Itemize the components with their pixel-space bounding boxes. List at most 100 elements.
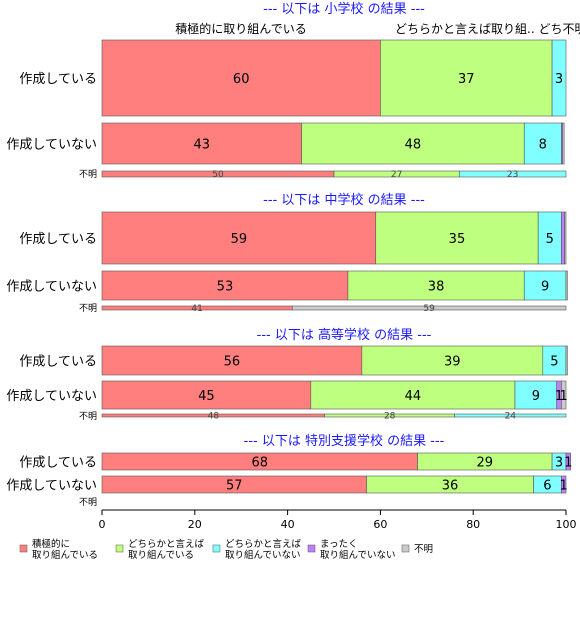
bar-segment <box>101 345 363 376</box>
bar-segment <box>291 305 567 311</box>
data-label: 45 <box>198 389 215 404</box>
data-label: 8 <box>539 138 547 153</box>
category-label: 作成している <box>19 355 97 370</box>
data-label: 59 <box>423 304 435 314</box>
x-tick-label: 20 <box>188 518 202 531</box>
bar-segment <box>561 380 567 410</box>
x-tick-label: 40 <box>281 518 295 531</box>
bar-segment <box>551 39 567 117</box>
x-tick-label: 100 <box>556 518 577 531</box>
x-tick-label: 80 <box>466 518 480 531</box>
panel-title: --- 以下は 高等学校 の結果 --- <box>257 327 432 343</box>
data-label: 44 <box>405 389 422 404</box>
bar-segment <box>380 39 553 117</box>
data-label: 1 <box>555 389 563 404</box>
bar-segment <box>562 122 565 165</box>
legend-swatch <box>401 544 410 553</box>
data-label: 24 <box>505 412 517 422</box>
data-label: 1 <box>560 389 568 404</box>
bar-segment <box>561 211 565 265</box>
bar-segment <box>523 270 567 301</box>
data-label: 9 <box>532 389 540 404</box>
category-label: 作成している <box>19 72 97 87</box>
data-label: 3 <box>555 72 563 87</box>
bar-segment <box>375 211 539 265</box>
category-label: 作成している <box>19 456 97 471</box>
data-label: 56 <box>224 355 241 370</box>
legend-swatch <box>307 544 316 553</box>
data-label: 5 <box>550 355 558 370</box>
legend-label: 取り組んでいる <box>32 549 98 561</box>
legend-label: 取り組んでいない <box>320 549 396 561</box>
category-label: 作成していない <box>6 280 97 295</box>
bar-segment <box>361 345 544 376</box>
category-label: 作成していない <box>6 389 97 404</box>
legend-label: 積極的に <box>32 538 70 550</box>
data-label: 9 <box>541 280 549 295</box>
bar-segment <box>514 380 558 410</box>
bar-segment <box>347 270 525 301</box>
data-label: 68 <box>251 456 268 471</box>
bar-segment <box>565 345 568 376</box>
data-label: 6 <box>543 479 551 494</box>
bar-segment <box>458 170 567 178</box>
data-label: 3 <box>555 456 563 471</box>
data-label: 43 <box>193 138 210 153</box>
bar-segment <box>565 452 571 471</box>
legend-swatch <box>19 544 28 553</box>
data-label: 5 <box>546 232 554 247</box>
data-label: 1 <box>560 479 568 494</box>
data-label: 36 <box>442 479 459 494</box>
x-tick-label: 60 <box>373 518 387 531</box>
category-label: 作成していない <box>6 479 97 494</box>
data-label: 57 <box>226 479 243 494</box>
panel-title: --- 以下は 特別支援学校 の結果 --- <box>244 433 445 449</box>
bar-segment <box>561 475 567 494</box>
bar-segment <box>301 122 525 165</box>
data-label: 38 <box>428 280 445 295</box>
category-label: 作成している <box>19 232 97 247</box>
data-label: 37 <box>458 72 475 87</box>
data-label: 27 <box>391 170 402 180</box>
data-label: 23 <box>507 170 518 180</box>
legend-label: どちらかと言えば <box>128 538 205 550</box>
data-label: 28 <box>384 412 396 422</box>
category-label: 作成していない <box>6 138 97 153</box>
data-label: 48 <box>405 138 422 153</box>
legend-label: まったく <box>320 539 358 550</box>
legend-label: 取り組んでいない <box>225 549 301 561</box>
data-label: 35 <box>449 232 466 247</box>
legend-label: どちらかと言えば <box>225 538 302 550</box>
header-label: どちらかと言えば取り組.. どち不明 <box>395 22 580 36</box>
category-label: 不明 <box>79 169 97 180</box>
category-label: 不明 <box>79 497 97 508</box>
category-label: 不明 <box>79 411 97 422</box>
bar-segment <box>310 380 516 410</box>
legend-swatch <box>212 544 221 553</box>
data-label: 1 <box>564 456 572 471</box>
bar-segment <box>101 122 302 165</box>
panel-title: --- 以下は 中学校 の結果 --- <box>263 192 425 208</box>
bar-segment <box>523 122 562 165</box>
category-label: 不明 <box>79 303 97 314</box>
bar-segment <box>565 270 568 301</box>
bar-segment <box>564 211 567 265</box>
bar-segment <box>101 270 349 301</box>
panel-title: --- 以下は 小学校 の結果 --- <box>263 1 425 17</box>
data-label: 59 <box>231 232 248 247</box>
bar-segment <box>101 39 381 117</box>
data-label: 39 <box>444 355 461 370</box>
data-label: 41 <box>191 304 202 314</box>
data-label: 60 <box>233 72 250 87</box>
legend-label: 取り組んでいる <box>128 549 194 561</box>
bar-segment <box>454 413 567 418</box>
legend-label: 不明 <box>414 544 433 555</box>
header-label: 積極的に取り組んでいる <box>175 21 306 36</box>
legend-swatch <box>115 544 124 553</box>
bar-segment <box>101 211 377 265</box>
x-tick-label: 0 <box>99 518 106 531</box>
data-label: 29 <box>477 456 494 471</box>
data-label: 50 <box>212 170 224 180</box>
data-label: 48 <box>208 412 220 422</box>
